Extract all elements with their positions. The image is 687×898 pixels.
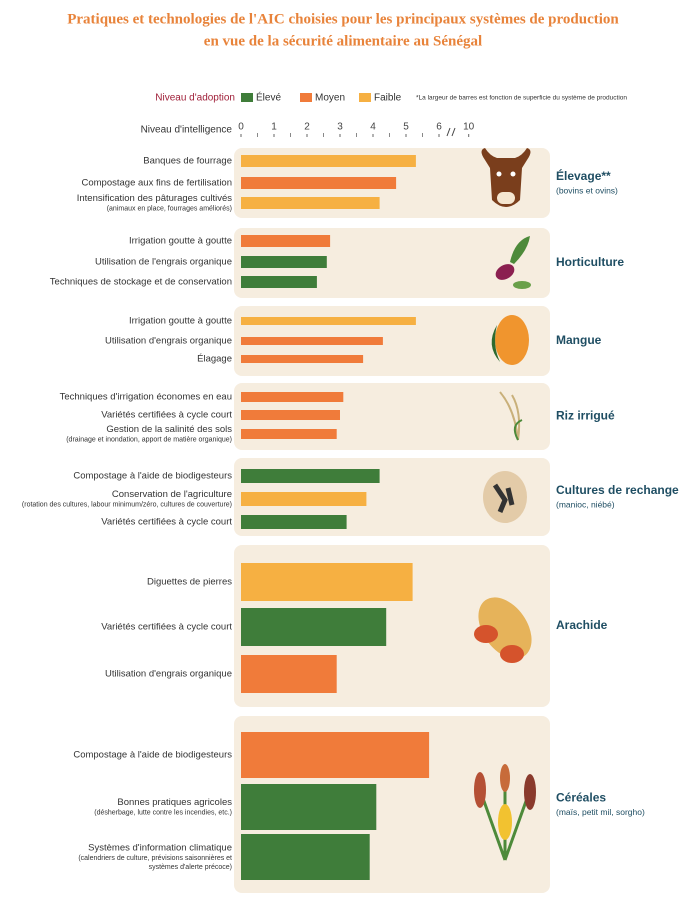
icon-cassava <box>483 471 527 523</box>
bar <box>241 492 366 506</box>
bar <box>241 337 383 345</box>
bar-label: Systèmes d'information climatique <box>88 843 232 854</box>
x-tick-label: 2 <box>304 122 310 133</box>
group-subtitle: (bovins et ovins) <box>556 185 618 195</box>
group-name: Céréales <box>556 791 606 805</box>
x-tick-label: 6 <box>436 122 442 133</box>
bar-label: Bonnes pratiques agricoles <box>117 797 232 808</box>
bar <box>241 317 416 325</box>
group-name: Cultures de rechange <box>556 483 679 497</box>
group-name: Mangue <box>556 333 602 347</box>
bar-label: Conservation de l'agriculture <box>112 489 232 500</box>
bar-label: Variétés certifiées à cycle court <box>101 517 232 528</box>
group-name: Élevage** <box>556 168 611 183</box>
bar <box>241 429 337 439</box>
legend-swatch <box>359 93 371 102</box>
bar <box>241 355 363 363</box>
bar-label: Utilisation de l'engrais organique <box>95 257 232 268</box>
legend-title: Niveau d'adoption <box>155 93 235 104</box>
bar-label: Irrigation goutte à goutte <box>129 236 232 247</box>
bar-label: Compostage à l'aide de biodigesteurs <box>73 750 232 761</box>
x-tick-label: 1 <box>271 122 277 133</box>
bar-label-note: (rotation des cultures, labour minimum/z… <box>22 501 232 508</box>
legend-label: Faible <box>374 93 402 104</box>
bar <box>241 563 413 601</box>
legend-label: Élevé <box>256 91 281 104</box>
bar-label-note: systèmes d'alerte précoce) <box>149 864 232 871</box>
x-tick-label: 10 <box>463 122 475 133</box>
axis-break <box>447 128 455 136</box>
bar <box>241 655 337 693</box>
bar-label: Techniques d'irrigation économes en eau <box>60 392 232 403</box>
bar-label: Banques de fourrage <box>143 156 232 167</box>
group-name: Riz irrigué <box>556 409 615 423</box>
bar <box>241 392 343 402</box>
bar-label-note: (drainage et inondation, apport de matiè… <box>66 436 232 443</box>
bar-label: Irrigation goutte à goutte <box>129 316 232 327</box>
bar-label: Élagage <box>197 354 232 365</box>
x-tick-label: 0 <box>238 122 244 133</box>
bar-label: Gestion de la salinité des sols <box>106 424 232 435</box>
x-tick-label: 4 <box>370 122 376 133</box>
bar <box>241 834 370 880</box>
legend-swatch <box>300 93 312 102</box>
bar <box>241 197 380 209</box>
legend-label: Moyen <box>315 93 345 104</box>
group-name: Horticulture <box>556 255 624 269</box>
bar-label-note: (animaux en place, fourrages améliorés) <box>107 205 232 212</box>
bar <box>241 235 330 247</box>
bar <box>241 608 386 646</box>
x-axis-label: Niveau d'intelligence <box>141 125 233 136</box>
group-name: Arachide <box>556 618 608 632</box>
chart-title: en vue de la sécurité alimentaire au Sén… <box>204 33 482 49</box>
bar-label: Intensification des pâturages cultivés <box>77 193 233 204</box>
bar <box>241 276 317 288</box>
group-subtitle: (maïs, petit mil, sorgho) <box>556 807 645 817</box>
chart-title: Pratiques et technologies de l'AIC chois… <box>67 11 619 27</box>
bar <box>241 515 347 529</box>
bar-label: Techniques de stockage et de conservatio… <box>50 277 232 288</box>
bar-label: Compostage à l'aide de biodigesteurs <box>73 471 232 482</box>
bar-label-note: (calendriers de culture, prévisions sais… <box>78 855 232 862</box>
x-tick-label: 5 <box>403 122 409 133</box>
bar <box>241 256 327 268</box>
chart: Pratiques et technologies de l'AIC chois… <box>0 0 687 898</box>
bar-label: Variétés certifiées à cycle court <box>101 622 232 633</box>
footnote: *La largeur de barres est fonction de su… <box>416 95 627 102</box>
bar <box>241 784 376 830</box>
group-subtitle: (manioc, niébé) <box>556 499 615 509</box>
bar <box>241 732 429 778</box>
bar-label: Utilisation d'engrais organique <box>105 669 232 680</box>
legend-swatch <box>241 93 253 102</box>
bar <box>241 155 416 167</box>
bar <box>241 177 396 189</box>
bar-label: Compostage aux fins de fertilisation <box>82 178 233 189</box>
x-tick-label: 3 <box>337 122 343 133</box>
bar-label-note: (désherbage, lutte contre les incendies,… <box>94 809 232 816</box>
bar-label: Utilisation d'engrais organique <box>105 336 232 347</box>
bar-label: Variétés certifiées à cycle court <box>101 410 232 421</box>
bar <box>241 469 380 483</box>
bar <box>241 410 340 420</box>
bar-label: Diguettes de pierres <box>147 577 232 588</box>
